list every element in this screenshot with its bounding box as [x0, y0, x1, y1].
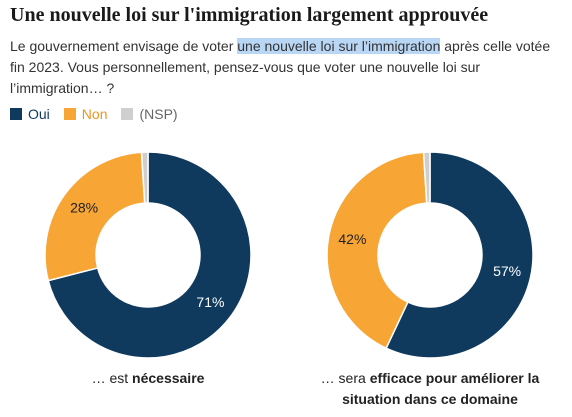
- legend-label: (NSP): [139, 106, 178, 122]
- subtitle: Le gouvernement envisage de voter une no…: [10, 36, 562, 99]
- subtitle-text: après celle votée fin 2023. Vous personn…: [10, 38, 551, 96]
- donut-slice: [422, 151, 431, 204]
- legend-label: Non: [81, 106, 108, 122]
- caption: … est nécessaire: [18, 368, 278, 389]
- caption-text: … est: [91, 370, 133, 386]
- donut-slice: [47, 151, 252, 359]
- donut-slice: [140, 151, 149, 204]
- subtitle-text: Le gouvernement envisage de voter: [10, 38, 238, 54]
- caption-text: … sera: [320, 370, 370, 386]
- donut-slice: [44, 151, 146, 282]
- legend-item: Oui: [10, 106, 50, 122]
- legend-swatch: [121, 108, 134, 120]
- caption-emphasis: efficace pour améliorer la situation dan…: [342, 370, 540, 407]
- value-label: 57%: [493, 263, 521, 279]
- legend-item: Non: [63, 106, 108, 122]
- caption-emphasis: nécessaire: [132, 370, 205, 386]
- subtitle-highlight: une nouvelle loi sur l’immigration: [237, 38, 441, 54]
- value-label: 42%: [338, 231, 366, 247]
- legend: Oui Non (NSP): [10, 106, 178, 122]
- legend-label: Oui: [28, 106, 50, 122]
- legend-item: (NSP): [121, 106, 178, 122]
- title: Une nouvelle loi sur l'immigration large…: [10, 4, 489, 26]
- legend-swatch: [63, 108, 76, 120]
- value-label: 71%: [196, 294, 224, 310]
- value-label: 28%: [70, 199, 98, 215]
- donut-slice: [326, 151, 428, 350]
- donut-slice: [385, 151, 534, 359]
- caption: … sera efficace pour améliorer la situat…: [300, 368, 560, 410]
- legend-swatch: [10, 108, 22, 120]
